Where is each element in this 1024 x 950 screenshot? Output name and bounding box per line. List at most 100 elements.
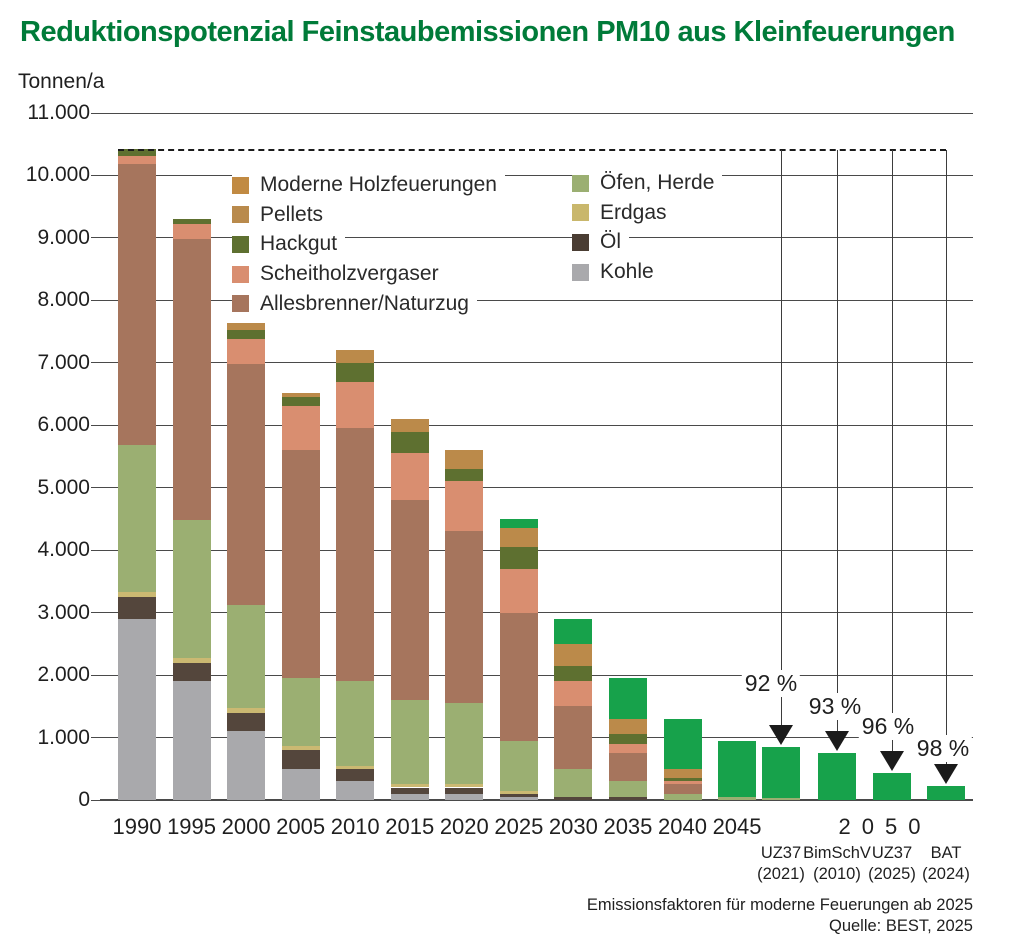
legend-item-allesbrenner-naturzug: Allesbrenner/Naturzug: [232, 290, 477, 317]
y-axis-tick-label: 4.000: [37, 538, 90, 562]
x-axis-label-2020: 2020: [439, 814, 489, 839]
footer-line-1: Emissionsfaktoren für moderne Feuerungen…: [586, 896, 973, 914]
bar-segment-kohle: [281, 768, 320, 800]
y-axis-tick: [91, 112, 100, 114]
arrow-down-icon: [934, 763, 958, 784]
x-axis-label-2010: 2010: [330, 814, 380, 839]
legend-swatch-icon: [572, 174, 589, 192]
y-axis-tick-label: 7.000: [37, 350, 90, 374]
x-axis-label-2030: 2030: [548, 814, 598, 839]
legend-item-öl: Öl: [572, 229, 629, 256]
y-axis-tick: [91, 799, 100, 801]
scenario-label-line: (2025): [868, 864, 916, 883]
legend-item-hackgut: Hackgut: [232, 231, 346, 258]
bar-segment-hackgut: [172, 219, 211, 224]
bar-segment-moderne-holzfeuerungen: [554, 618, 593, 644]
x-axis-label-1995: 1995: [167, 814, 217, 839]
x-axis-label-1990: 1990: [112, 814, 162, 839]
x-axis-label-2045: 2045: [712, 814, 762, 839]
bar-segment-hackgut: [499, 547, 538, 569]
bar-segment--l: [554, 796, 593, 800]
legend-item-scheitholzvergaser: Scheitholzvergaser: [232, 261, 447, 288]
bar-segment-moderne-holzfeuerungen: [663, 718, 702, 769]
gridline: [100, 174, 973, 176]
bar-segment-pellets: [663, 768, 702, 779]
annotation-line: [946, 150, 947, 765]
x-axis-scenario-label-uz37: UZ37 (2021): [736, 843, 826, 884]
scenario-label-line: (2021): [757, 864, 805, 883]
bar-segment-pellets: [390, 419, 429, 432]
legend-swatch-icon: [232, 235, 249, 253]
scenario-label-line: BAT: [930, 844, 962, 862]
bar-segment-moderne-holzfeuerungen: [927, 785, 965, 800]
bar-segment-allesbrenner-naturzug: [390, 500, 429, 701]
bar-segment-erdgas: [499, 790, 538, 794]
bar-segment-scheitholzvergaser: [281, 405, 320, 450]
bar-segment-scheitholzvergaser: [390, 453, 429, 501]
bar-segment-hackgut: [227, 329, 266, 340]
page-title: Reduktionspotenzial Feinstaubemissionen …: [20, 16, 955, 48]
y-axis-tick-label: 5.000: [37, 475, 90, 499]
y-axis-tick-label: 6.000: [37, 413, 90, 437]
bar-segment--fen-herde: [445, 703, 484, 785]
x-axis-scenario-label-bimschv: BimSchV (2010): [792, 843, 882, 884]
legend-label: Erdgas: [600, 200, 667, 224]
bar-segment--l: [608, 796, 647, 800]
legend-swatch-icon: [572, 263, 589, 281]
legend-item-kohle: Kohle: [572, 259, 662, 286]
bar-segment-moderne-holzfeuerungen: [818, 753, 856, 800]
legend-item-öfen-herde: Öfen, Herde: [572, 170, 723, 196]
y-axis-tick: [91, 237, 100, 239]
bar-segment-hackgut: [336, 362, 375, 382]
scenario-label-line: UZ37: [871, 844, 913, 862]
bar-segment--l: [281, 750, 320, 769]
bar-segment-scheitholzvergaser: [172, 223, 211, 240]
bar-segment-scheitholzvergaser: [608, 743, 647, 754]
gridline: [100, 299, 973, 301]
legend-item-moderne-holzfeuerungen: Moderne Holzfeuerungen: [232, 172, 505, 198]
legend-swatch-icon: [232, 265, 249, 283]
bar-segment-hackgut: [118, 149, 156, 157]
arrow-down-icon: [825, 731, 849, 752]
annotation-percent-label: 93 %: [805, 693, 865, 720]
bar-segment-erdgas: [281, 746, 320, 751]
legend-label: Pellets: [260, 202, 324, 226]
x-axis-scenario-label-uz37: UZ37 (2025): [847, 843, 937, 884]
footer-line-2: Quelle: BEST, 2025: [828, 917, 973, 936]
bar-segment-pellets: [608, 718, 647, 735]
bar-segment-moderne-holzfeuerungen: [718, 740, 757, 797]
annotation-percent-label: 92 %: [741, 670, 801, 697]
gridline: [100, 799, 973, 801]
bar-segment-allesbrenner-naturzug: [172, 239, 211, 521]
bar-segment--l: [172, 662, 211, 682]
gridline: [100, 487, 973, 489]
bar-segment--fen-herde: [499, 740, 538, 791]
bar-segment-hackgut: [390, 431, 429, 454]
bar-segment-hackgut: [608, 734, 647, 744]
bar-segment--fen-herde: [718, 796, 757, 800]
y-axis-tick-label: 10.000: [25, 163, 90, 187]
legend-label: Öl: [600, 230, 621, 254]
bar-segment-allesbrenner-naturzug: [663, 784, 702, 794]
bar-segment-allesbrenner-naturzug: [336, 428, 375, 682]
bar-segment-scheitholzvergaser: [554, 681, 593, 707]
bar-segment--fen-herde: [227, 604, 266, 708]
bar-segment-pellets: [499, 528, 538, 548]
x-axis-label-2000: 2000: [221, 814, 271, 839]
annotation-line: [892, 150, 893, 753]
bar-segment-allesbrenner-naturzug: [227, 364, 266, 605]
legend-swatch-icon: [572, 204, 589, 222]
bar-segment-pellets: [227, 323, 266, 330]
bar-segment--fen-herde: [390, 700, 429, 785]
bar-segment-kohle: [499, 796, 538, 800]
bar-segment-allesbrenner-naturzug: [608, 753, 647, 782]
y-axis-tick: [91, 612, 100, 614]
bar-segment-allesbrenner-naturzug: [281, 449, 320, 678]
bar-segment-moderne-holzfeuerungen: [762, 746, 800, 799]
bar-segment--fen-herde: [172, 520, 211, 658]
bar-segment--l: [445, 787, 484, 794]
y-axis-tick-label: 3.000: [37, 600, 90, 624]
bar-segment-moderne-holzfeuerungen: [608, 678, 647, 719]
y-axis-tick: [91, 674, 100, 676]
